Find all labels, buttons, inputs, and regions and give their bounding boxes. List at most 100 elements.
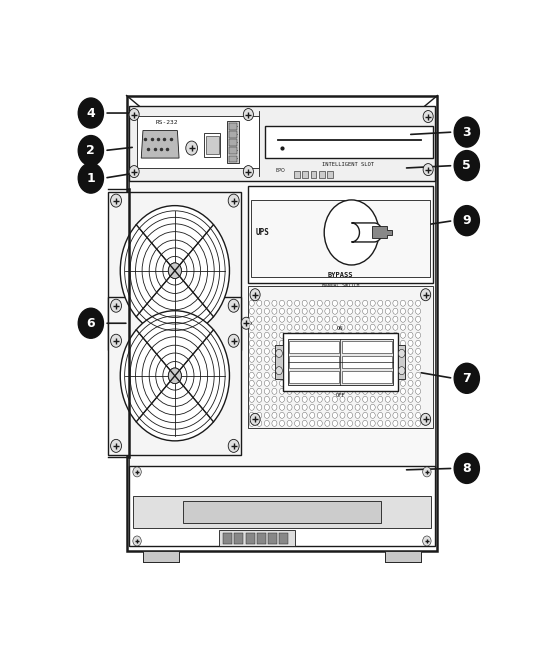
Circle shape [378,317,383,322]
Circle shape [385,308,390,314]
Bar [143,551,179,562]
Circle shape [317,300,322,306]
Circle shape [249,372,254,378]
Circle shape [309,372,315,378]
Circle shape [78,308,104,338]
Circle shape [340,308,345,314]
Circle shape [370,356,375,362]
Circle shape [272,388,277,395]
Circle shape [249,364,254,370]
Circle shape [257,372,262,378]
Polygon shape [352,223,382,242]
Circle shape [264,356,269,362]
Circle shape [317,317,322,322]
Circle shape [257,348,262,354]
Circle shape [416,356,421,362]
Circle shape [302,421,307,426]
Circle shape [355,348,360,354]
Circle shape [393,404,398,410]
Circle shape [378,356,383,362]
Circle shape [355,364,360,370]
Circle shape [408,421,413,426]
Circle shape [332,317,338,322]
Circle shape [370,421,375,426]
Circle shape [378,372,383,378]
Circle shape [295,364,300,370]
Circle shape [309,364,315,370]
Circle shape [272,421,277,426]
Circle shape [401,364,405,370]
Circle shape [287,396,292,402]
Circle shape [401,412,405,419]
Circle shape [249,300,254,306]
Circle shape [398,350,405,358]
Circle shape [385,317,390,322]
Circle shape [332,340,338,346]
Circle shape [416,380,421,386]
Circle shape [393,372,398,378]
Bar [206,136,218,154]
Circle shape [272,404,277,410]
Circle shape [363,300,367,306]
Bar [228,120,239,163]
Circle shape [378,324,383,330]
Circle shape [385,404,390,410]
Bar [128,181,435,466]
Circle shape [324,200,379,265]
Circle shape [363,404,367,410]
Bar [128,105,435,181]
Circle shape [363,380,367,386]
Circle shape [317,372,322,378]
Circle shape [78,136,104,166]
Circle shape [408,308,413,314]
Circle shape [416,340,421,346]
Circle shape [421,413,431,425]
Bar [128,466,435,546]
Circle shape [264,324,269,330]
Circle shape [309,388,315,395]
Circle shape [302,412,307,419]
Circle shape [78,98,104,128]
Circle shape [302,300,307,306]
Circle shape [317,380,322,386]
Circle shape [264,348,269,354]
Text: 1: 1 [87,172,95,185]
Circle shape [302,404,307,410]
Bar [311,171,317,178]
Circle shape [385,421,390,426]
Circle shape [228,334,239,347]
Circle shape [309,412,315,419]
Circle shape [340,317,345,322]
Circle shape [454,363,479,393]
Circle shape [347,317,352,322]
Circle shape [370,308,375,314]
Circle shape [257,364,262,370]
Circle shape [280,348,285,354]
Circle shape [332,421,338,426]
Circle shape [332,356,338,362]
Circle shape [355,412,360,419]
Circle shape [408,356,413,362]
Circle shape [257,396,262,402]
Circle shape [416,404,421,410]
Circle shape [393,332,398,338]
Circle shape [280,356,285,362]
Circle shape [347,372,352,378]
Bar [288,339,393,385]
Circle shape [295,348,300,354]
Bar [302,171,308,178]
Circle shape [317,308,322,314]
Bar [341,356,392,368]
Circle shape [295,308,300,314]
Circle shape [243,109,254,120]
Circle shape [370,388,375,395]
Circle shape [120,205,229,336]
Circle shape [401,396,405,402]
Circle shape [302,380,307,386]
Circle shape [243,166,254,177]
Circle shape [401,324,405,330]
Circle shape [385,356,390,362]
Circle shape [272,412,277,419]
Circle shape [416,421,421,426]
Circle shape [317,348,322,354]
